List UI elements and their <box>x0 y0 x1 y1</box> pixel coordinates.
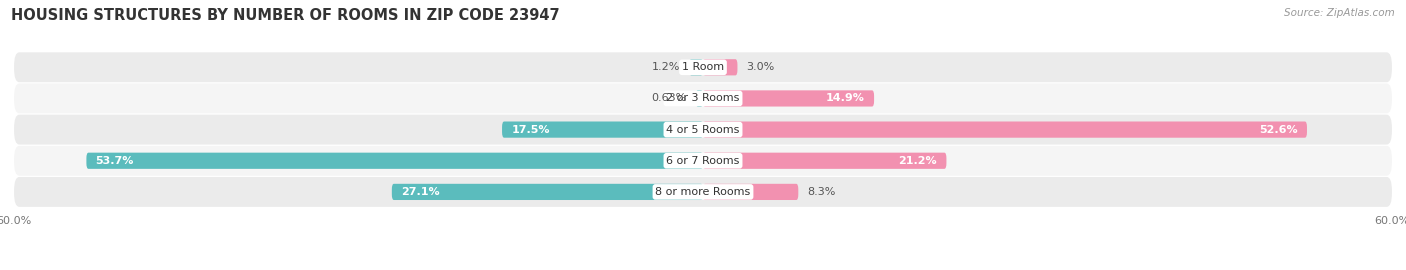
FancyBboxPatch shape <box>703 184 799 200</box>
FancyBboxPatch shape <box>14 146 1392 176</box>
Text: 4 or 5 Rooms: 4 or 5 Rooms <box>666 124 740 135</box>
FancyBboxPatch shape <box>703 90 875 107</box>
FancyBboxPatch shape <box>703 59 738 75</box>
Text: 3.0%: 3.0% <box>747 62 775 72</box>
Text: 6 or 7 Rooms: 6 or 7 Rooms <box>666 156 740 166</box>
Text: 8.3%: 8.3% <box>807 187 835 197</box>
Text: 53.7%: 53.7% <box>96 156 134 166</box>
FancyBboxPatch shape <box>392 184 703 200</box>
FancyBboxPatch shape <box>14 177 1392 207</box>
Text: 8 or more Rooms: 8 or more Rooms <box>655 187 751 197</box>
Text: 27.1%: 27.1% <box>401 187 440 197</box>
Text: 17.5%: 17.5% <box>512 124 550 135</box>
Text: Source: ZipAtlas.com: Source: ZipAtlas.com <box>1284 8 1395 18</box>
Text: 52.6%: 52.6% <box>1260 124 1298 135</box>
FancyBboxPatch shape <box>703 122 1308 138</box>
Text: 14.9%: 14.9% <box>827 93 865 103</box>
Text: HOUSING STRUCTURES BY NUMBER OF ROOMS IN ZIP CODE 23947: HOUSING STRUCTURES BY NUMBER OF ROOMS IN… <box>11 8 560 23</box>
Text: 21.2%: 21.2% <box>898 156 938 166</box>
FancyBboxPatch shape <box>696 90 703 107</box>
FancyBboxPatch shape <box>502 122 703 138</box>
FancyBboxPatch shape <box>14 83 1392 113</box>
FancyBboxPatch shape <box>14 52 1392 82</box>
Text: 0.63%: 0.63% <box>651 93 686 103</box>
FancyBboxPatch shape <box>14 115 1392 144</box>
Text: 2 or 3 Rooms: 2 or 3 Rooms <box>666 93 740 103</box>
Text: 1 Room: 1 Room <box>682 62 724 72</box>
FancyBboxPatch shape <box>703 153 946 169</box>
FancyBboxPatch shape <box>86 153 703 169</box>
FancyBboxPatch shape <box>689 59 703 75</box>
Text: 1.2%: 1.2% <box>651 62 681 72</box>
